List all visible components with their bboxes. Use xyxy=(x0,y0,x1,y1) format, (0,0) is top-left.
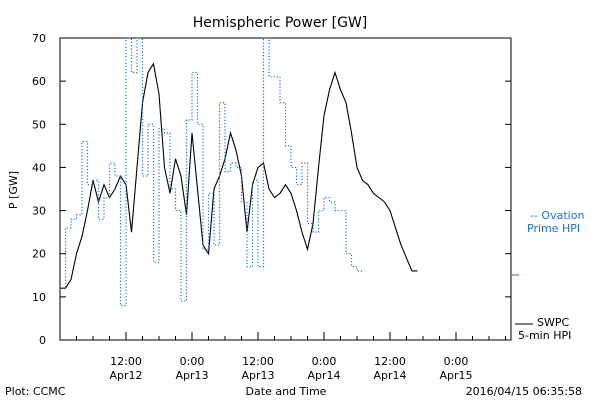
plot-timestamp: 2016/04/15 06:35:58 xyxy=(466,385,582,398)
legend-swpc-label-1: SWPC xyxy=(537,316,569,329)
x-tick-label-time: 12:00 xyxy=(242,355,274,368)
y-tick-label: 20 xyxy=(32,248,46,261)
x-tick-label-date: Apr13 xyxy=(175,369,208,382)
x-axis-label: Date and Time xyxy=(246,385,327,398)
x-tick-label-time: 0:00 xyxy=(444,355,469,368)
x-tick-label-time: 12:00 xyxy=(374,355,406,368)
x-tick-label-date: Apr12 xyxy=(109,369,142,382)
y-axis: 0 10 20 30 40 50 60 70 xyxy=(32,32,511,347)
plot-frame xyxy=(59,37,512,341)
y-tick-label: 40 xyxy=(32,161,46,174)
series-line-ovation xyxy=(60,37,363,307)
y-tick-label: 30 xyxy=(32,205,46,218)
legend-ovation-label-2: Prime HPI xyxy=(527,222,580,235)
plot-credit: Plot: CCMC xyxy=(5,385,66,398)
x-tick-label-date: Apr15 xyxy=(439,369,472,382)
legend: -- Ovation Prime HPI SWPC 5-min HPI xyxy=(515,209,584,342)
x-tick-label-time: 0:00 xyxy=(312,355,337,368)
y-tick-label: 0 xyxy=(39,334,46,347)
legend-ovation-label-1: -- Ovation xyxy=(530,209,584,222)
x-axis: 12:00Apr120:00Apr1312:00Apr130:00Apr1412… xyxy=(76,332,506,382)
series-line-swpc xyxy=(60,62,418,289)
x-tick-label-time: 0:00 xyxy=(180,355,205,368)
x-tick-label-date: Apr13 xyxy=(241,369,274,382)
x-tick-label-date: Apr14 xyxy=(307,369,340,382)
chart-title: Hemispheric Power [GW] xyxy=(193,15,368,31)
x-tick-label-date: Apr14 xyxy=(373,369,406,382)
x-tick-label-time: 12:00 xyxy=(110,355,142,368)
y-axis-label: P [GW] xyxy=(7,171,20,209)
legend-swpc-label-2: 5-min HPI xyxy=(518,329,571,342)
series-layer xyxy=(60,37,519,307)
y-tick-label: 70 xyxy=(32,32,46,45)
y-tick-label: 10 xyxy=(32,291,46,304)
y-tick-label: 50 xyxy=(32,118,46,131)
y-tick-label: 60 xyxy=(32,75,46,88)
